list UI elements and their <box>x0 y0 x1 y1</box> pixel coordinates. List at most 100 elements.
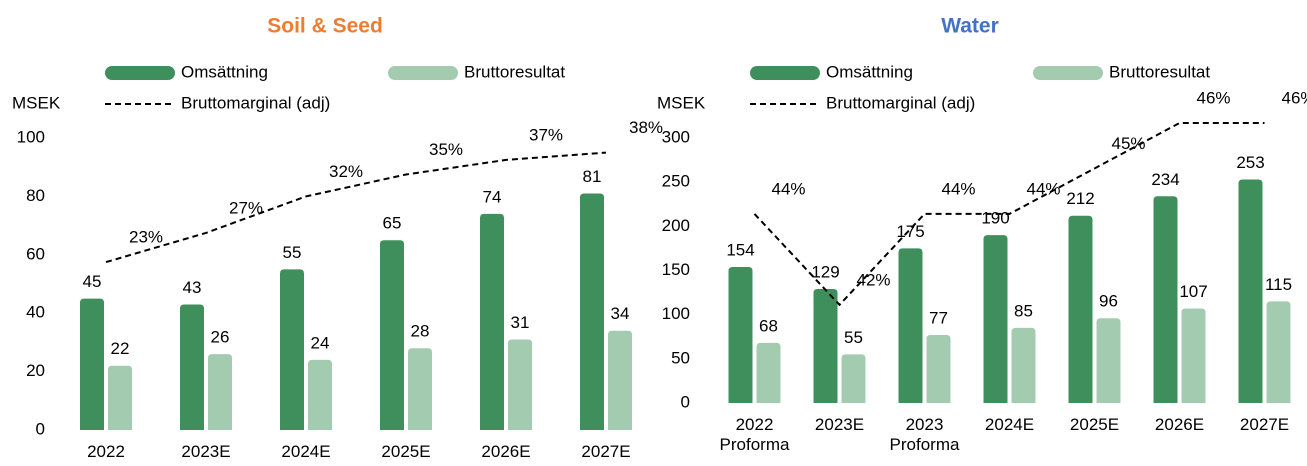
y-tick-label: 40 <box>26 303 45 322</box>
x-tick-label: 2024E <box>281 442 331 461</box>
bar <box>813 289 838 403</box>
bar-value-label: 234 <box>1151 170 1179 189</box>
x-tick-label-box: 2023 Proforma <box>890 415 960 454</box>
bar <box>180 304 204 430</box>
line-value-label: 44% <box>941 179 975 198</box>
legend-label: Bruttomarginal (adj) <box>181 93 330 112</box>
x-tick-label-box: 2026E <box>481 442 531 461</box>
y-tick-label: 50 <box>671 348 690 367</box>
legend-swatch <box>750 66 820 80</box>
bar <box>1153 196 1178 403</box>
bar-value-label: 45 <box>83 272 102 291</box>
x-tick-label: 2027E <box>1239 415 1290 434</box>
x-tick-label-box: 2027E <box>581 442 631 461</box>
legend-swatch <box>105 66 175 80</box>
bar-value-label: 34 <box>611 304 630 323</box>
x-tick-label: 2026E <box>481 442 531 461</box>
bar <box>756 342 781 403</box>
bar <box>308 359 332 430</box>
bar-value-label: 26 <box>211 328 230 347</box>
margin-line <box>753 122 1265 307</box>
bar-value-label: 107 <box>1179 282 1207 301</box>
x-tick-label: 2027E <box>581 442 631 461</box>
y-tick-label: 20 <box>26 361 45 380</box>
y-tick-label: 100 <box>662 304 690 323</box>
line-value-label: 42% <box>856 270 890 289</box>
chart: Soil & Seed MSEK 0 20 40 60 80 100 Omsättning Bru… <box>12 15 663 461</box>
x-tick-label-box: 2024E <box>281 442 331 461</box>
legend-swatch <box>388 66 458 80</box>
bar <box>1181 308 1206 403</box>
bar <box>728 266 753 403</box>
y-axis-label: MSEK <box>12 93 61 112</box>
bar-value-label: 190 <box>981 209 1009 228</box>
bar-value-label: 65 <box>383 214 402 233</box>
bar-value-label: 253 <box>1236 153 1264 172</box>
bar <box>480 213 504 430</box>
bar-value-label: 55 <box>283 243 302 262</box>
x-tick-label: 2023E <box>814 415 865 434</box>
bar <box>608 330 632 430</box>
bar-value-label: 22 <box>111 339 130 358</box>
line-value-label: 38% <box>629 118 663 137</box>
y-tick-label: 80 <box>26 186 45 205</box>
bar-value-label: 129 <box>811 263 839 282</box>
x-tick-label: 2026E <box>1154 415 1205 434</box>
chart: Water MSEK 0 50 100 150 200 250 300 Omsättning Bru… <box>657 15 1307 454</box>
bar <box>898 248 923 403</box>
bar <box>926 334 951 403</box>
x-tick-label-box: 2025E <box>1069 415 1120 434</box>
x-tick-label: 2025E <box>1069 415 1120 434</box>
line-value-label: 27% <box>229 198 263 217</box>
x-tick-label-box: 2026E <box>1154 415 1205 434</box>
y-tick-label: 0 <box>36 419 45 438</box>
x-tick-label-box: 2027E <box>1239 415 1290 434</box>
line-value-label: 32% <box>329 162 363 181</box>
bar-value-label: 24 <box>311 333 330 352</box>
y-tick-label: 100 <box>17 127 45 146</box>
line-value-label: 44% <box>771 179 805 198</box>
line-value-label: 37% <box>529 125 563 144</box>
y-tick-label: 300 <box>662 127 690 146</box>
bar-value-label: 77 <box>929 308 948 327</box>
x-tick-label: 2023E <box>181 442 231 461</box>
legend-label: Bruttomarginal (adj) <box>826 93 975 112</box>
bar <box>1096 318 1121 403</box>
bar-value-label: 55 <box>844 328 863 347</box>
bar <box>1238 179 1263 403</box>
y-tick-label: 60 <box>26 244 45 263</box>
x-tick-label-box: 2024E <box>985 415 1034 434</box>
y-tick-label: 150 <box>662 260 690 279</box>
bar <box>1011 327 1036 403</box>
bar <box>1266 301 1291 403</box>
bar-value-label: 81 <box>583 167 602 186</box>
bar-value-label: 31 <box>511 313 530 332</box>
line-value-label: 35% <box>429 140 463 159</box>
x-tick-label: 2022 Proforma <box>719 415 790 454</box>
legend-label: Omsättning <box>181 62 268 81</box>
bar <box>580 193 604 430</box>
bar <box>80 298 104 430</box>
x-tick-label-box: 2023E <box>181 442 231 461</box>
x-tick-label-box: 2022 <box>87 442 125 461</box>
bar-value-label: 43 <box>183 278 202 297</box>
legend-swatch <box>1033 66 1103 80</box>
bar <box>280 269 304 430</box>
bar-value-label: 74 <box>483 187 502 206</box>
bar <box>408 348 432 430</box>
bar <box>208 354 232 430</box>
line-value-label: 46% <box>1196 88 1230 107</box>
line-value-label: 45% <box>1111 134 1145 153</box>
x-tick-label-box: 2023E <box>814 415 865 434</box>
y-axis-label: MSEK <box>657 93 706 112</box>
bar-value-label: 212 <box>1066 189 1094 208</box>
y-tick-label: 200 <box>662 216 690 235</box>
y-tick-label: 250 <box>662 172 690 191</box>
x-tick-label-box: 2025E <box>381 442 430 461</box>
bar-value-label: 115 <box>1265 275 1292 294</box>
chart-title: Water <box>941 15 999 38</box>
line-value-label: 44% <box>1026 179 1060 198</box>
bar-value-label: 175 <box>896 222 924 241</box>
bar <box>1068 215 1093 403</box>
